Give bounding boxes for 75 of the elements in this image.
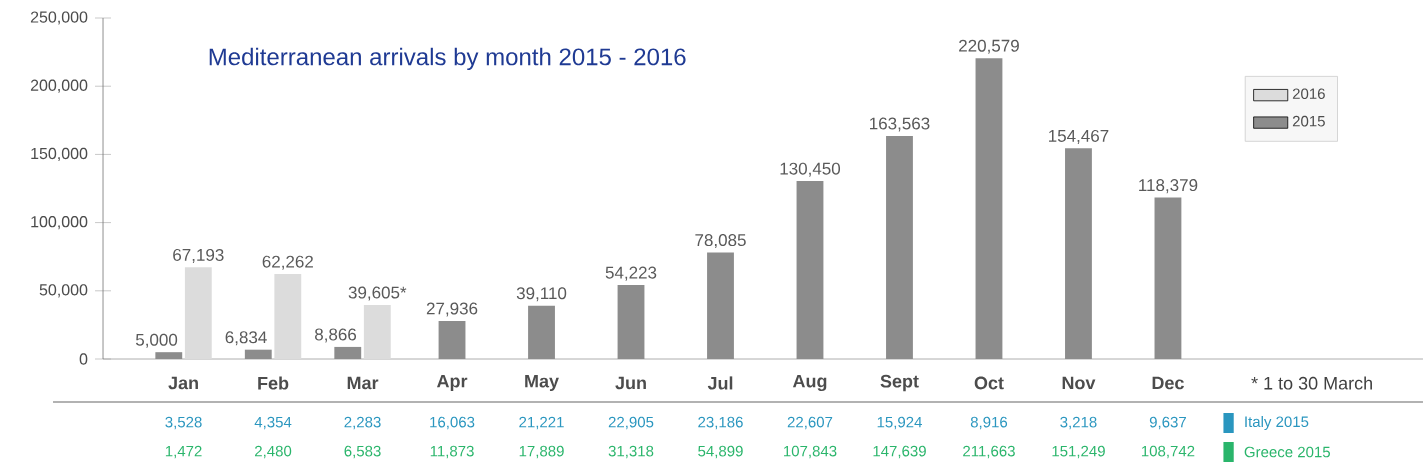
data-label: 130,450 (780, 162, 841, 177)
data-label: 39,110 (516, 287, 567, 302)
bar (975, 58, 1003, 360)
text: 15,924 (877, 416, 922, 430)
x-tick-label: Feb (258, 376, 289, 390)
text: 4,354 (254, 416, 292, 430)
text: 2,283 (344, 416, 381, 430)
bar (184, 267, 212, 360)
text: 3,528 (165, 416, 202, 430)
data-label: 8,866 (315, 328, 357, 343)
y-tick-label: 200,000 (30, 79, 88, 93)
text: Italy 2015 (1245, 416, 1309, 430)
text: 1,472 (165, 445, 202, 459)
data-label: 6,834 (225, 331, 267, 346)
y-tick-label: 150,000 (31, 147, 88, 162)
text: Greece 2015 (1244, 446, 1330, 458)
text: 9,637 (1149, 416, 1186, 430)
data-label: 39,605* (348, 286, 407, 301)
text: 151,249 (1052, 445, 1105, 459)
text: 16,063 (430, 416, 475, 430)
data-label: 27,936 (426, 302, 478, 317)
x-tick-label: Aug (792, 374, 827, 392)
text: 17,889 (519, 445, 564, 459)
text: 11,873 (430, 445, 474, 459)
text: 31,318 (608, 445, 654, 459)
bar (438, 320, 466, 360)
text: * 1 to 30 March (1251, 376, 1372, 390)
text: 6,583 (344, 445, 381, 459)
x-tick-label: Jul (707, 376, 733, 390)
data-label: 54,223 (605, 266, 657, 281)
data-label: 118,379 (1139, 179, 1198, 194)
text: 21,221 (519, 416, 564, 430)
data-label: 220,579 (959, 39, 1019, 54)
text: 147,639 (873, 445, 926, 459)
data-label: 163,563 (870, 117, 930, 132)
legend-label: 2016 (1292, 88, 1325, 100)
bar (796, 181, 824, 360)
bar (528, 305, 555, 360)
data-label: 78,085 (695, 234, 746, 249)
data-label: 62,262 (262, 255, 313, 270)
text: 22,607 (787, 416, 833, 430)
text: 22,905 (608, 416, 654, 430)
x-tick-label: Dec (1152, 376, 1184, 390)
bar (1065, 148, 1092, 360)
data-label: 5,000 (135, 333, 178, 348)
y-tick-label: 250,000 (30, 11, 88, 25)
x-tick-label: Sept (880, 374, 919, 392)
legend-label: 2015 (1292, 115, 1325, 127)
bar (363, 304, 391, 360)
x-tick-label: Nov (1062, 376, 1096, 390)
text: Mediterranean arrivals by month 2015 - 2016 (209, 47, 686, 71)
x-tick-label: Apr (436, 374, 468, 392)
x-tick-label: Jun (615, 376, 646, 390)
text: 23,186 (698, 416, 743, 430)
x-tick-label: May (525, 374, 559, 392)
data-label: 154,467 (1049, 129, 1109, 144)
bar (274, 274, 302, 360)
bar (886, 135, 913, 360)
text: 2,480 (255, 445, 292, 459)
text: 3,218 (1060, 416, 1097, 430)
y-tick-label: 0 (79, 353, 88, 365)
data-label: 67,193 (173, 248, 224, 263)
y-tick-label: 50,000 (39, 284, 88, 298)
x-tick-label: Mar (347, 376, 379, 390)
bar (707, 252, 734, 360)
text: 8,916 (970, 416, 1008, 430)
text: 107,843 (784, 445, 837, 459)
bar (1154, 197, 1182, 360)
text: 54,899 (698, 445, 743, 459)
x-tick-label: Jan (168, 376, 198, 390)
text: 211,663 (963, 445, 1015, 459)
x-tick-label: Oct (974, 376, 1004, 390)
y-tick-label: 100,000 (31, 216, 88, 230)
text: 108,742 (1141, 445, 1195, 459)
bar (617, 285, 645, 360)
